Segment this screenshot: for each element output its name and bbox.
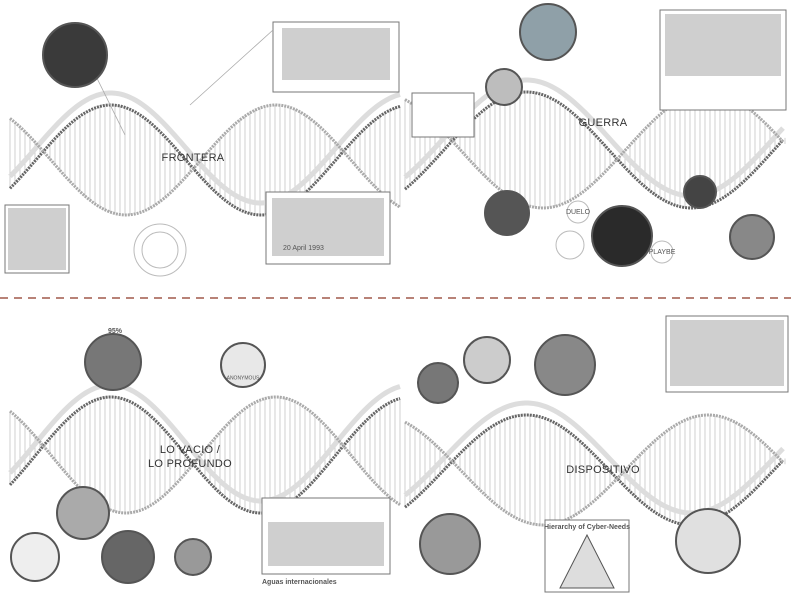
panel-title: LO PROFUNDO [148, 458, 232, 470]
caption: 95% [108, 328, 123, 335]
caption: Hierarchy of Cyber-Needs [544, 524, 630, 531]
europe-map [670, 320, 784, 386]
image-circle [84, 333, 142, 391]
image-circle [484, 190, 530, 236]
image-circle [417, 362, 459, 404]
helices [8, 77, 786, 527]
strand-faint [8, 382, 401, 504]
caption: PLAYBE [649, 249, 676, 256]
image-circle [220, 342, 266, 388]
image-circle [675, 508, 741, 574]
image-circle [485, 68, 523, 106]
image-circle [419, 513, 481, 575]
image-circle [591, 205, 653, 267]
panel-title: LO VACIO / [160, 444, 221, 456]
strand [9, 395, 401, 515]
ring [555, 230, 585, 260]
israel-map [8, 208, 66, 270]
strand [404, 90, 785, 210]
ring [133, 223, 187, 277]
strand [8, 395, 401, 515]
image-circle [42, 22, 108, 88]
yugoslavia-map [272, 198, 384, 256]
caption: 20 April 1993 [283, 245, 324, 252]
image-circle [683, 175, 717, 209]
panel-title: DISPOSITIVO [566, 464, 640, 476]
strand-faint [8, 90, 401, 206]
strand-faint [403, 400, 785, 516]
image-circle [534, 334, 596, 396]
strand [8, 103, 401, 217]
ring [650, 240, 674, 264]
panel-title: FRONTERA [162, 152, 225, 164]
caption: ANONYMOUS [227, 375, 260, 381]
diagram [268, 522, 384, 566]
image-circle [519, 3, 577, 61]
text-box [411, 92, 475, 138]
pyramid [559, 533, 615, 589]
image-circle [56, 486, 110, 540]
caption: DUELO [566, 209, 591, 216]
image-circle [463, 336, 511, 384]
image-circle [729, 214, 775, 260]
ring [141, 231, 179, 269]
image-circle [101, 530, 155, 584]
image-circle [174, 538, 212, 576]
panel-title: GUERRA [579, 117, 628, 129]
connector [189, 29, 274, 106]
map [665, 14, 781, 76]
strand [9, 103, 401, 217]
caption: Aguas internacionales [262, 579, 337, 586]
image-circle [10, 532, 60, 582]
world-map [282, 28, 390, 80]
strand [404, 413, 785, 527]
strand [404, 413, 785, 527]
ring [566, 200, 590, 224]
